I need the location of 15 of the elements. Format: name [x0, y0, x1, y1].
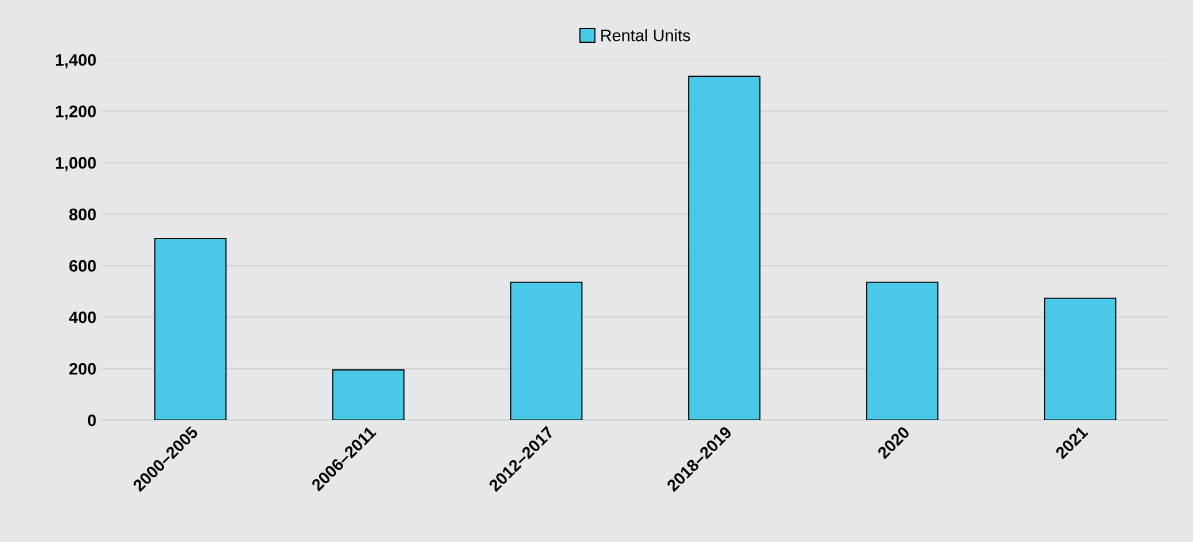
- y-tick-label: 1,000: [55, 157, 96, 172]
- y-tick-label: 0: [87, 414, 96, 427]
- y-tick-label: 200: [69, 362, 96, 375]
- bar: [1044, 297, 1117, 421]
- y-tick-label: 1,200: [55, 105, 96, 120]
- y-tick-label: 400: [68, 311, 96, 324]
- y-tick-label: 600: [69, 259, 96, 272]
- legend-label: Rental Units: [601, 29, 691, 42]
- bar: [332, 369, 405, 421]
- y-tick-label: 1,400: [55, 54, 96, 69]
- bar: [866, 281, 939, 421]
- y-tick-label: 800: [69, 208, 96, 221]
- bar: [510, 281, 583, 421]
- bar: [688, 75, 761, 421]
- bar: [154, 237, 227, 421]
